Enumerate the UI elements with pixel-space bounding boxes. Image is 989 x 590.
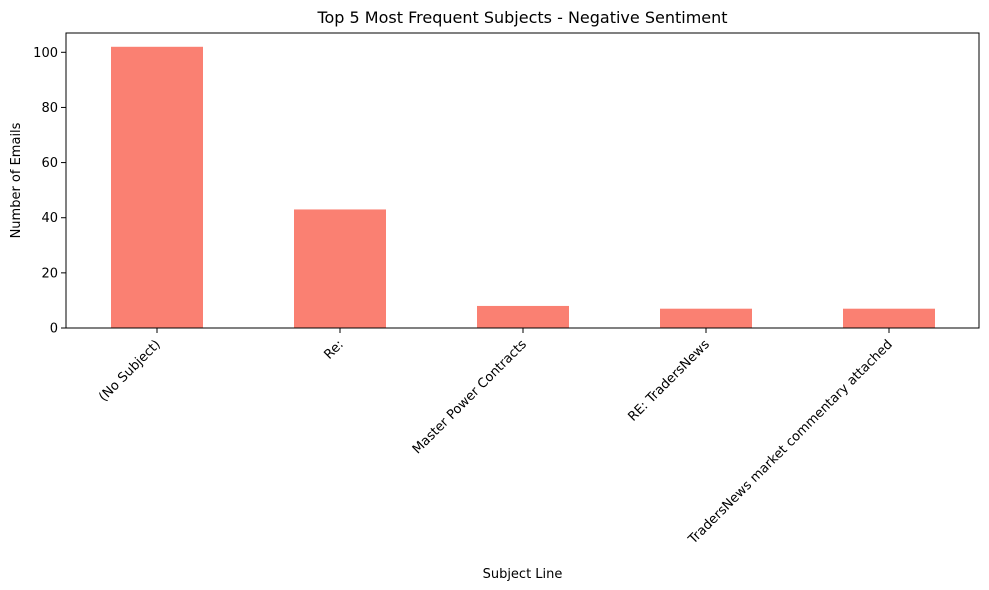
y-tick-label: 20: [41, 266, 58, 281]
bar-group: [111, 46, 935, 328]
bar: [660, 308, 752, 328]
y-tick-label: 60: [41, 156, 58, 171]
bar: [111, 46, 203, 328]
bar: [843, 308, 935, 328]
plot-frame: [65, 32, 980, 329]
y-tick-label: 100: [33, 46, 58, 61]
y-tick-label: 0: [50, 322, 58, 337]
y-tick-label: 80: [41, 101, 58, 116]
x-axis-label: Subject Line: [483, 567, 563, 582]
bar: [477, 305, 569, 328]
chart-title: Top 5 Most Frequent Subjects - Negative …: [316, 8, 727, 27]
y-axis-ticks: 0 20 40 60 80 100: [33, 46, 66, 337]
y-tick-label: 40: [41, 211, 58, 226]
bar: [294, 209, 386, 328]
y-axis-label: Number of Emails: [9, 122, 24, 238]
plot-area: [66, 33, 979, 328]
